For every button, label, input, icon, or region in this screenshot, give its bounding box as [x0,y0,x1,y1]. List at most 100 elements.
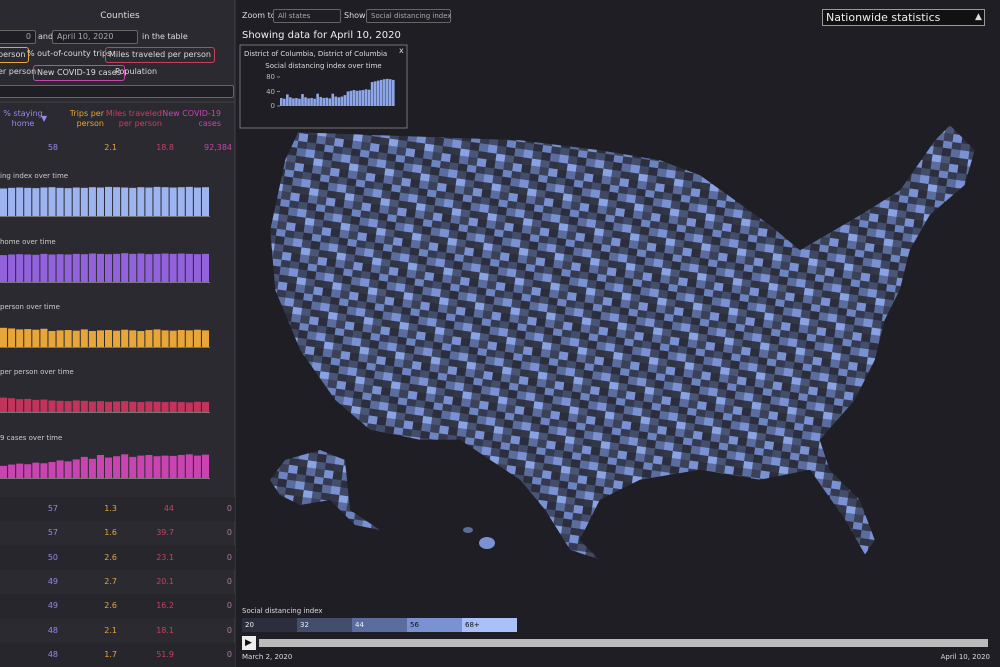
mini-bar [113,330,121,347]
legend-label: 56 [410,621,419,629]
alaska[interactable] [270,450,380,530]
mini-bar [88,401,96,412]
mini-bar [129,401,137,412]
mini-bar [201,187,209,216]
metric-button[interactable]: % out-of-county trips [27,49,112,58]
play-button[interactable] [242,636,256,650]
popup-bar [355,90,359,106]
mini-bar [129,330,137,347]
column-header[interactable]: Trips per person [69,109,104,128]
mini-bar [145,254,153,282]
popup-bar [286,94,289,106]
mini-bar [16,187,24,216]
mini-bar [137,455,145,478]
mini-bar [72,459,80,478]
mini-bar [72,400,80,412]
mini-bar [16,463,24,478]
popup-y-tick-label: 80 [266,73,275,81]
popup-bar [316,93,319,106]
mini-chart-title: ing index over time [0,172,69,180]
table-cell: 49 [47,576,58,586]
mini-bar [48,187,56,216]
us-map[interactable] [269,124,976,561]
table-cell: 39.7 [156,528,174,538]
column-header[interactable]: % staying home [3,109,43,128]
popup-bar [349,90,353,106]
mini-bar [48,331,56,347]
legend-label: 32 [300,621,309,629]
mini-chart-title: 9 cases over time [0,434,63,442]
popup-bar [343,95,347,106]
table-cell: 1.6 [104,528,117,538]
select[interactable]: Social distancing index [366,9,452,23]
mini-bar [96,454,104,478]
popup-bar [388,79,392,106]
mini-bar [169,401,177,412]
summary-cell: 2.1 [104,143,117,152]
dropdown[interactable]: Nationwide statistics [822,9,985,26]
hawaii[interactable] [463,527,473,533]
column-header[interactable]: New COVID-19 cases [162,109,221,128]
mini-bar [169,455,177,478]
metric-button[interactable]: New COVID-19 cases [33,65,125,81]
mini-bar [40,187,48,216]
popup-bar [319,96,322,106]
column-header[interactable]: Miles traveled per person [105,109,162,128]
row-bg [0,545,235,570]
mini-bar [105,254,113,282]
mini-bar [193,254,201,282]
mini-bar [56,254,64,282]
table-cell: 23.1 [156,552,174,562]
mini-bar [113,187,121,216]
mini-bar [88,187,96,216]
mini-bar [145,401,153,412]
mini-bar [105,457,113,478]
mini-bar [169,330,177,347]
table-cell: 20.1 [156,576,174,586]
mini-bar [56,460,64,478]
table-cell: 44 [163,504,174,513]
popup-close[interactable]: x [399,46,404,55]
popup-bar [289,97,292,106]
hawaii[interactable] [479,537,495,549]
table-cell: 1.7 [104,649,117,659]
mini-bar [48,400,56,412]
mini-bar [137,253,145,282]
mini-bar [40,399,48,412]
metric-button[interactable]: person [0,47,30,63]
mini-bar [177,402,185,412]
mini-bar [8,328,16,347]
mini-bar [177,187,185,216]
metric-button[interactable]: Miles traveled per person [105,47,215,63]
mini-bar [185,186,193,216]
mini-bar [8,254,16,282]
select[interactable]: All states [273,9,341,23]
filter-input[interactable]: 0 [0,30,36,44]
mini-bar [8,464,16,478]
toolbar-label: Zoom to [242,11,276,20]
mini-bar [32,462,40,478]
mini-bar [24,254,32,282]
mini-bar [32,188,40,216]
popup-bar [334,96,338,106]
table-cell: 0 [226,625,232,635]
mini-bar [88,458,96,478]
mini-bar [193,187,201,216]
mini-bar [80,400,88,412]
popup-bar [391,79,395,106]
mini-bar [64,330,72,347]
search-input[interactable] [0,85,234,98]
filter-input[interactable]: April 10, 2020 [52,30,138,44]
mini-bar [153,329,161,347]
mini-bar [64,461,72,478]
play-icon[interactable]: ▶ [245,638,252,648]
legend-title: Social distancing index [242,607,323,615]
legend-label: 68+ [465,621,480,629]
mini-bar [48,462,56,478]
metric-button[interactable]: Population [115,67,158,76]
mini-bar [40,253,48,282]
metric-button[interactable]: er person [0,67,37,76]
popup-bar [301,94,304,106]
mini-bar [56,330,64,347]
timeline-track[interactable] [259,639,988,647]
